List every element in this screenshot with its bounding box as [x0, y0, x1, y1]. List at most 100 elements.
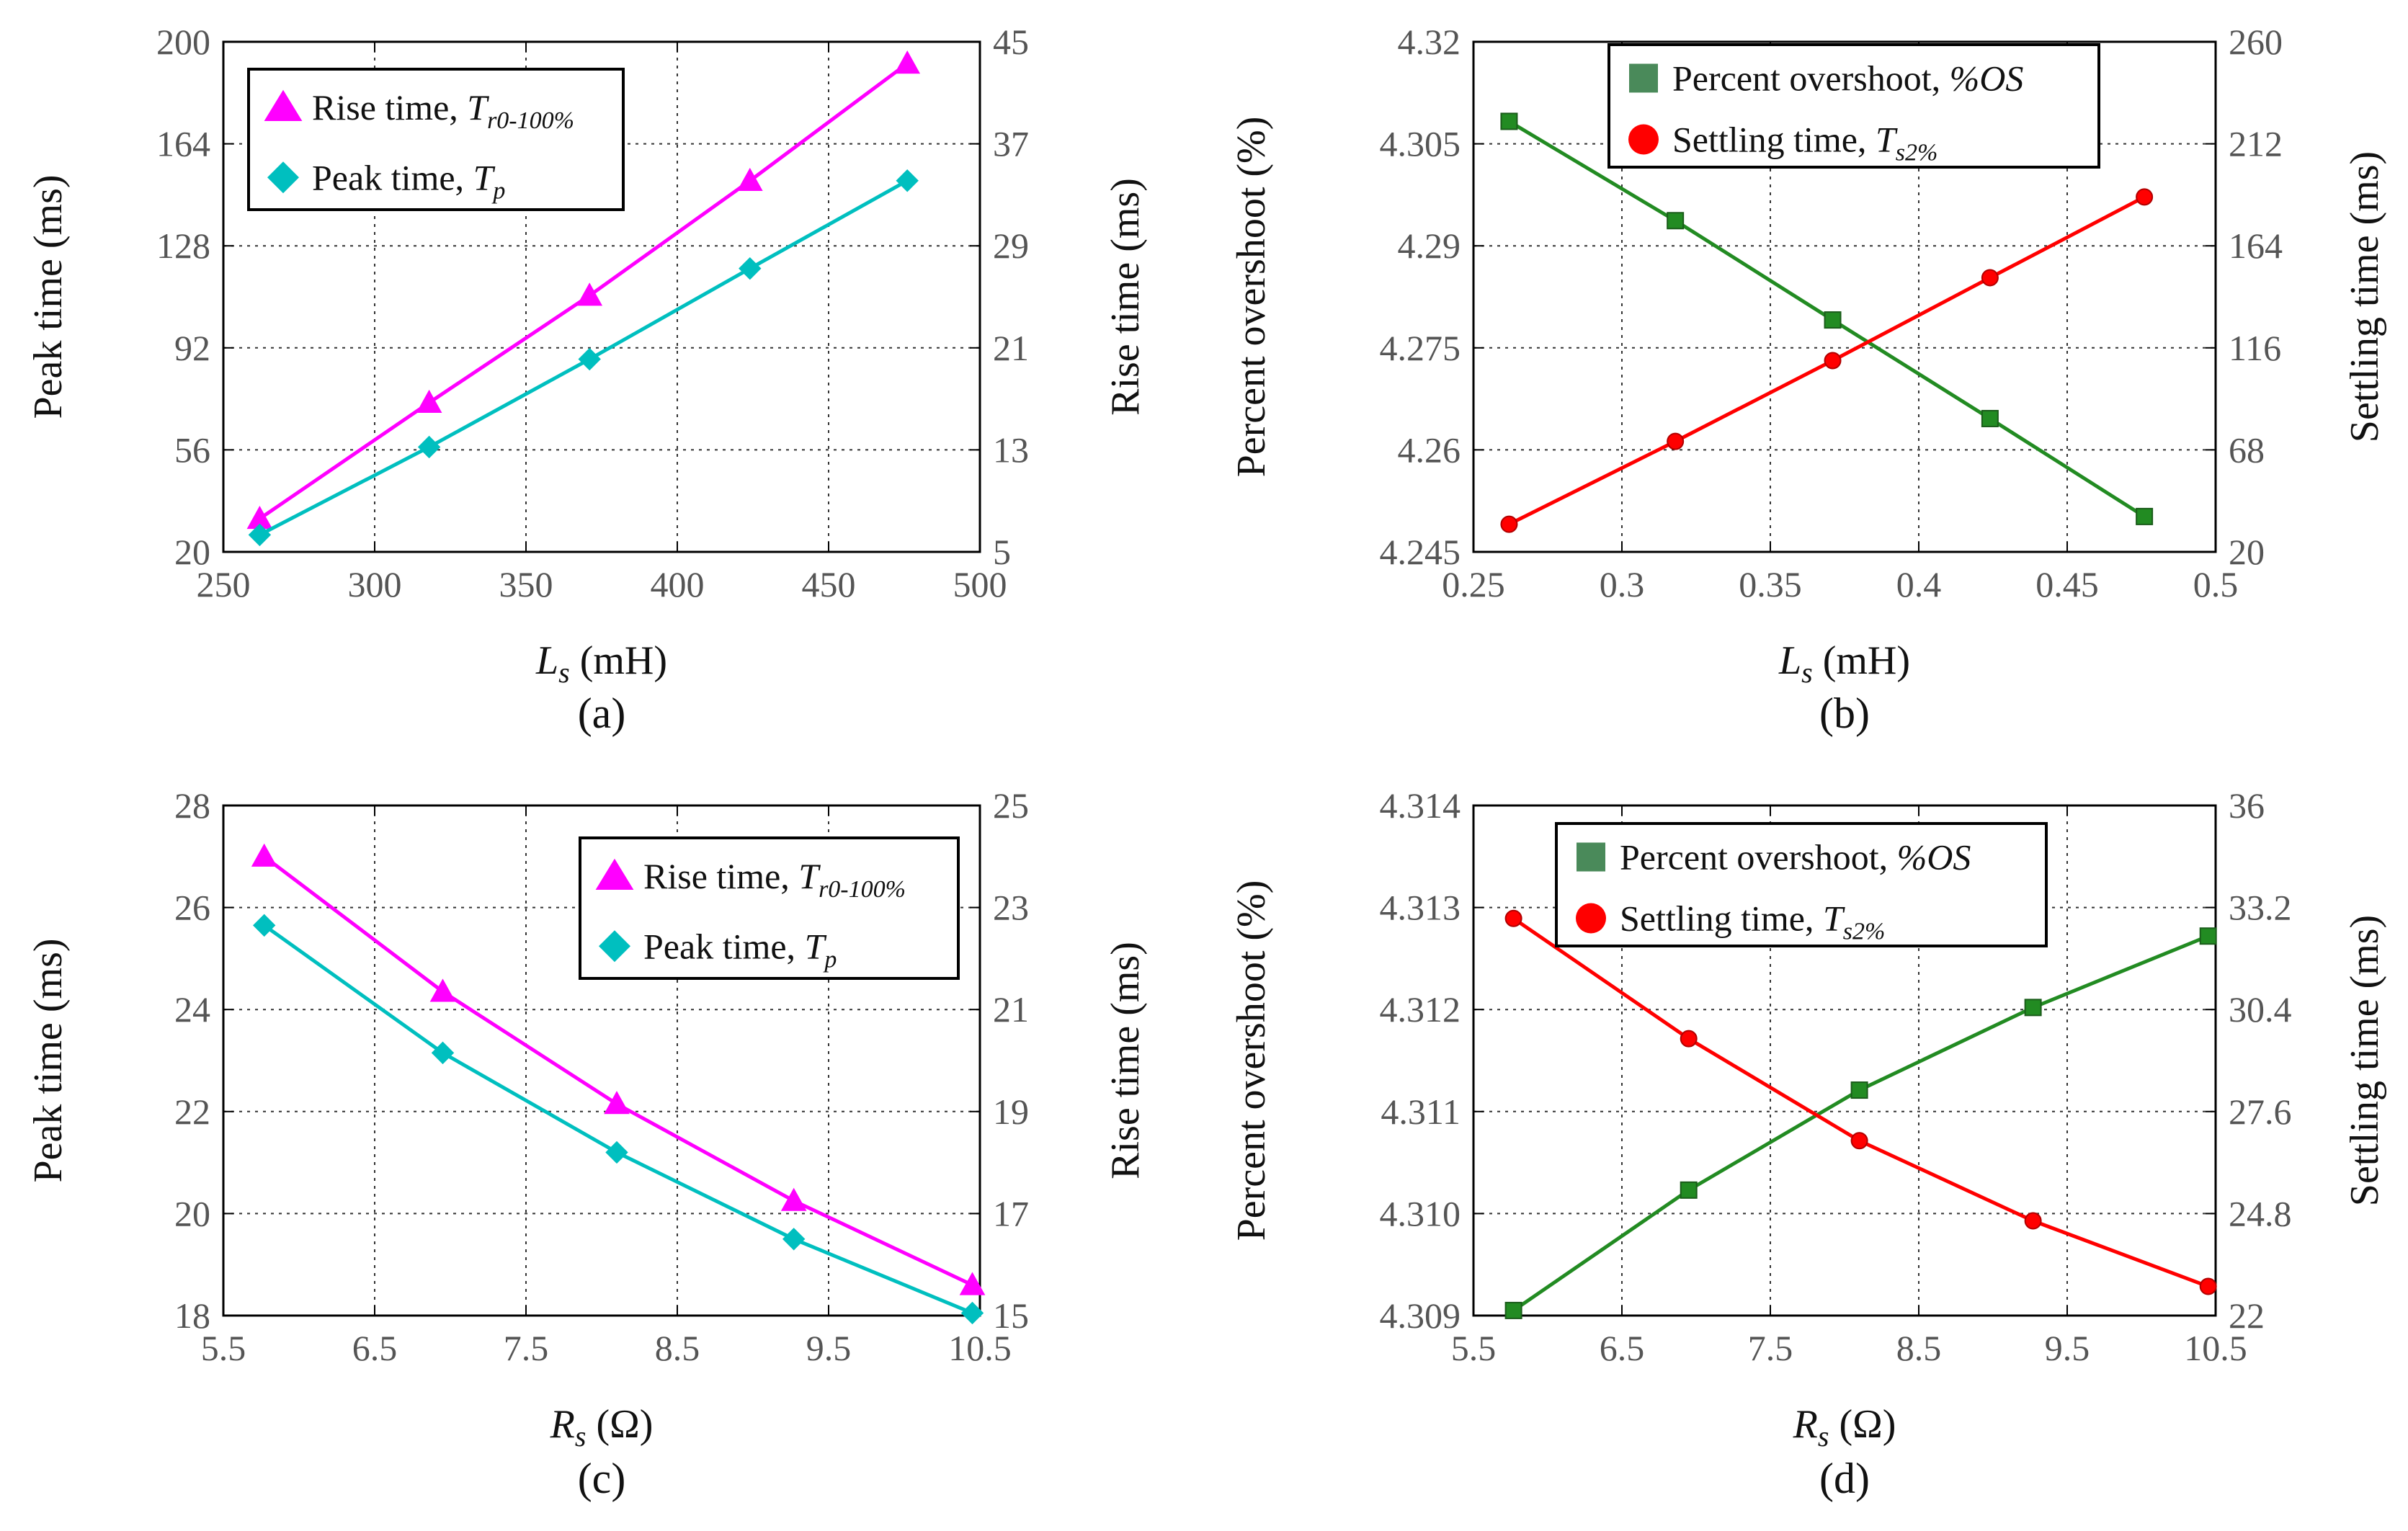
y-right-tick-label: 21 — [993, 989, 1029, 1030]
legend-marker-1 — [267, 161, 299, 194]
y-right-tick-label: 20 — [2229, 532, 2265, 572]
panel-label: (b) — [1819, 689, 1870, 737]
y-left-tick-label: 20 — [174, 1193, 210, 1233]
x-tick-label: 6.5 — [1600, 1328, 1645, 1368]
data-point-1-4 — [896, 169, 919, 192]
legend-marker-0 — [595, 858, 634, 890]
data-point-1-3 — [739, 256, 762, 280]
y-left-tick-label: 26 — [174, 888, 210, 928]
y-right-tick-label: 17 — [993, 1193, 1029, 1233]
x-tick-label: 6.5 — [352, 1328, 398, 1368]
x-tick-label: 500 — [953, 564, 1007, 604]
legend-marker-1 — [599, 930, 630, 963]
legend-entry-0: Percent overshoot, %OS — [1672, 58, 2023, 99]
chart-panel-a: 250 300 350 400 450 500 20 56 92 128 164 200 5 13 21 29… — [26, 22, 1148, 737]
data-point-0-1 — [1667, 212, 1685, 230]
y-left-tick-label: 28 — [174, 785, 210, 826]
data-point-0-2 — [1824, 311, 1842, 329]
y-left-axis-label: Peak time (ms) — [26, 174, 71, 419]
y-right-tick-label: 164 — [2229, 226, 2283, 266]
data-point-0-2 — [576, 282, 603, 306]
y-left-tick-label: 4.29 — [1398, 226, 1461, 266]
x-tick-label: 9.5 — [2045, 1328, 2090, 1368]
data-point-1-1 — [417, 435, 441, 459]
plot-frame — [222, 804, 981, 1317]
y-left-tick-label: 92 — [174, 328, 210, 368]
data-point-1-3 — [2024, 1212, 2042, 1230]
y-right-tick-label: 24.8 — [2229, 1193, 2292, 1233]
data-point-1-0 — [252, 914, 276, 937]
y-left-tick-label: 4.309 — [1380, 1295, 1461, 1336]
y-right-tick-label: 23 — [993, 888, 1029, 928]
y-left-tick-label: 4.305 — [1380, 124, 1461, 164]
y-right-tick-label: 21 — [993, 328, 1029, 368]
data-point-1-0 — [1500, 515, 1518, 533]
data-point-0-0 — [1500, 112, 1518, 130]
x-tick-label: 0.45 — [2035, 564, 2099, 604]
panel-label: (d) — [1819, 1455, 1870, 1502]
x-tick-label: 5.5 — [1451, 1328, 1497, 1368]
y-right-tick-label: 19 — [993, 1092, 1029, 1132]
y-right-tick-label: 116 — [2229, 328, 2281, 368]
data-point-0-4 — [959, 1272, 986, 1295]
data-point-0-3 — [1981, 409, 1999, 427]
legend-entry-0: Rise time, Tr0-100% — [643, 856, 906, 903]
data-point-0-0 — [251, 843, 277, 867]
data-point-1-2 — [1824, 352, 1842, 370]
legend: Rise time, Tr0-100% Peak time, Tp — [579, 836, 960, 980]
y-left-axis-label: Percent overshoot (%) — [1229, 117, 1274, 478]
legend-entry-0: Percent overshoot, %OS — [1620, 837, 1971, 878]
y-left-tick-label: 4.311 — [1381, 1092, 1461, 1132]
data-point-0-4 — [894, 50, 921, 74]
y-left-tick-label: 4.275 — [1380, 328, 1461, 368]
y-left-tick-label: 18 — [174, 1295, 210, 1336]
x-tick-label: 450 — [802, 564, 856, 604]
plot-frame — [1472, 804, 2217, 1317]
y-right-axis-label: Settling time (ms) — [2342, 915, 2387, 1206]
y-left-tick-label: 164 — [156, 124, 210, 164]
y-left-tick-label: 20 — [174, 532, 210, 572]
data-point-1-1 — [1680, 1030, 1698, 1048]
plot-frame — [1472, 40, 2217, 553]
y-left-axis-label: Percent overshoot (%) — [1229, 880, 1274, 1241]
panel-label: (a) — [578, 689, 626, 737]
y-right-tick-label: 5 — [993, 532, 1011, 572]
legend-box — [247, 68, 625, 211]
chart-panel-b: 0.25 0.3 0.35 0.4 0.45 0.5 4.245 4.26 4.275 4.29 4… — [1229, 22, 2387, 737]
data-point-0-3 — [736, 167, 763, 192]
x-tick-label: 350 — [499, 564, 553, 604]
y-right-axis-label: Rise time (ms) — [1103, 178, 1148, 416]
legend-marker-0 — [1629, 63, 1658, 93]
y-right-tick-label: 27.6 — [2229, 1092, 2292, 1132]
y-left-tick-label: 128 — [156, 226, 210, 266]
legend-entry-1: Peak time, Tp — [312, 157, 505, 204]
y-left-tick-label: 4.26 — [1398, 429, 1461, 470]
data-point-0-4 — [2136, 507, 2154, 525]
legend-entry-1: Settling time, Ts2% — [1672, 120, 1937, 166]
legend-marker-1 — [1576, 903, 1606, 934]
x-tick-label: 7.5 — [504, 1328, 549, 1368]
data-point-0-3 — [2024, 999, 2042, 1017]
data-point-1-3 — [782, 1228, 806, 1251]
x-axis-label: Rs (Ω) — [1793, 1402, 1896, 1452]
data-point-0-1 — [416, 389, 442, 414]
x-tick-label: 0.35 — [1739, 564, 1802, 604]
data-point-1-2 — [1850, 1132, 1868, 1150]
legend-marker-1 — [1628, 124, 1659, 155]
y-right-tick-label: 15 — [993, 1295, 1029, 1336]
chart-panel-d: 5.5 6.5 7.5 8.5 9.5 10.5 4.309 4.310 4.311 4.312 4… — [1229, 785, 2387, 1502]
y-left-tick-label: 4.312 — [1380, 989, 1461, 1030]
x-tick-label: 10.5 — [948, 1328, 1012, 1368]
data-point-1-0 — [1504, 909, 1522, 927]
x-tick-label: 9.5 — [806, 1328, 852, 1368]
y-left-tick-label: 4.245 — [1380, 532, 1461, 572]
y-right-axis-label: Rise time (ms) — [1103, 942, 1148, 1179]
data-point-0-3 — [780, 1187, 807, 1211]
legend-box — [579, 836, 960, 980]
y-right-axis-label: Settling time (ms) — [2342, 151, 2387, 442]
plot-frame — [222, 40, 981, 553]
y-left-tick-label: 56 — [174, 429, 210, 470]
x-tick-label: 10.5 — [2184, 1328, 2247, 1368]
y-right-tick-label: 68 — [2229, 429, 2265, 470]
